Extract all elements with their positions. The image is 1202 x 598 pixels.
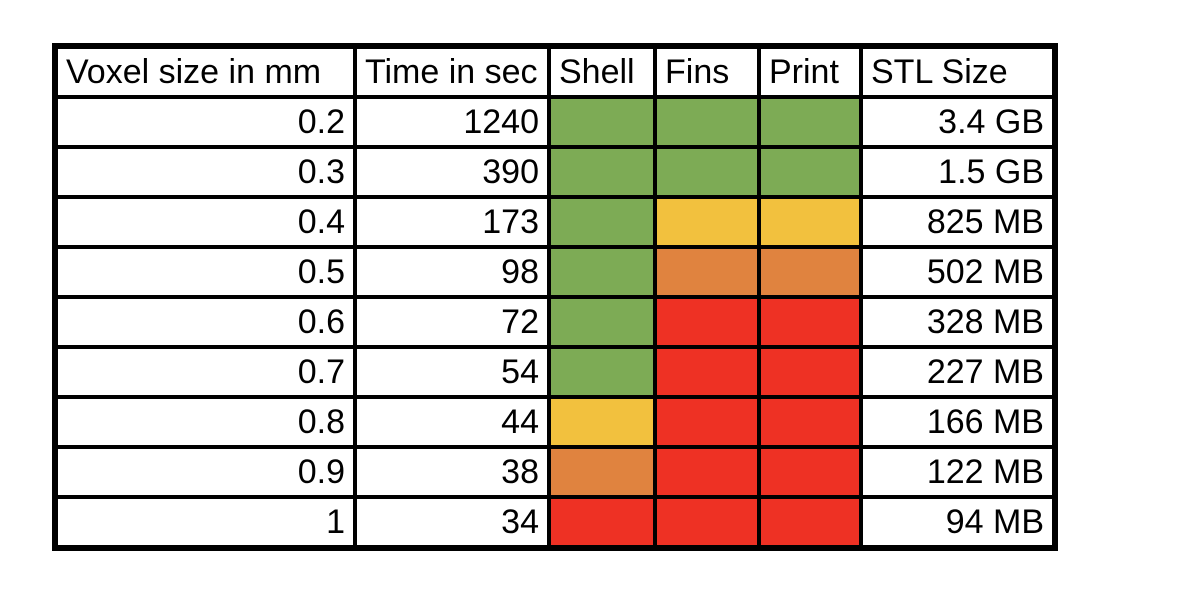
table-row: 0.6 72 328 MB	[53, 295, 1057, 349]
stl-size-cell: 502 MB	[859, 245, 1057, 299]
voxel-size-cell: 0.7	[53, 345, 357, 399]
stl-size-cell: 328 MB	[859, 295, 1057, 349]
shell-status-cell	[547, 345, 657, 399]
voxel-size-cell: 0.3	[53, 145, 357, 199]
table-row: 1 34 94 MB	[53, 495, 1057, 550]
column-header-time-sec: Time in sec	[353, 44, 551, 99]
table-row: 0.8 44 166 MB	[53, 395, 1057, 449]
table-row: 0.5 98 502 MB	[53, 245, 1057, 299]
shell-status-cell	[547, 495, 657, 550]
fins-status-cell	[653, 245, 761, 299]
voxel-comparison-table: Voxel size in mm Time in sec Shell Fins Prin…	[52, 43, 1058, 551]
time-sec-cell: 34	[353, 495, 551, 550]
time-sec-cell: 1240	[353, 95, 551, 149]
voxel-size-cell: 0.5	[53, 245, 357, 299]
fins-status-cell	[653, 345, 761, 399]
print-status-cell	[757, 395, 863, 449]
print-status-cell	[757, 345, 863, 399]
stl-size-cell: 122 MB	[859, 445, 1057, 499]
column-header-print: Print	[757, 44, 863, 99]
print-status-cell	[757, 445, 863, 499]
stl-size-cell: 94 MB	[859, 495, 1057, 550]
shell-status-cell	[547, 295, 657, 349]
time-sec-cell: 390	[353, 145, 551, 199]
voxel-size-cell: 0.9	[53, 445, 357, 499]
voxel-size-cell: 0.8	[53, 395, 357, 449]
fins-status-cell	[653, 95, 761, 149]
table-row: 0.9 38 122 MB	[53, 445, 1057, 499]
print-status-cell	[757, 195, 863, 249]
column-header-fins: Fins	[653, 44, 761, 99]
voxel-size-cell: 1	[53, 495, 357, 550]
time-sec-cell: 98	[353, 245, 551, 299]
table-row: 0.7 54 227 MB	[53, 345, 1057, 399]
fins-status-cell	[653, 295, 761, 349]
fins-status-cell	[653, 145, 761, 199]
print-status-cell	[757, 245, 863, 299]
shell-status-cell	[547, 245, 657, 299]
voxel-size-cell: 0.4	[53, 195, 357, 249]
stl-size-cell: 227 MB	[859, 345, 1057, 399]
time-sec-cell: 54	[353, 345, 551, 399]
shell-status-cell	[547, 395, 657, 449]
header-row: Voxel size in mm Time in sec Shell Fins Prin…	[53, 44, 1057, 99]
table-body: 0.2 1240 3.4 GB 0.3 390 1.5 GB 0.4 173 825 MB 0.5…	[53, 95, 1057, 550]
time-sec-cell: 44	[353, 395, 551, 449]
time-sec-cell: 38	[353, 445, 551, 499]
fins-status-cell	[653, 445, 761, 499]
fins-status-cell	[653, 495, 761, 550]
time-sec-cell: 72	[353, 295, 551, 349]
voxel-comparison-table-container: Voxel size in mm Time in sec Shell Fins Prin…	[52, 43, 1058, 551]
shell-status-cell	[547, 445, 657, 499]
table-row: 0.2 1240 3.4 GB	[53, 95, 1057, 149]
voxel-size-cell: 0.2	[53, 95, 357, 149]
shell-status-cell	[547, 145, 657, 199]
stl-size-cell: 166 MB	[859, 395, 1057, 449]
stl-size-cell: 1.5 GB	[859, 145, 1057, 199]
print-status-cell	[757, 145, 863, 199]
voxel-size-cell: 0.6	[53, 295, 357, 349]
table-row: 0.3 390 1.5 GB	[53, 145, 1057, 199]
print-status-cell	[757, 95, 863, 149]
print-status-cell	[757, 495, 863, 550]
stl-size-cell: 825 MB	[859, 195, 1057, 249]
column-header-stl-size: STL Size	[859, 44, 1057, 99]
shell-status-cell	[547, 95, 657, 149]
column-header-shell: Shell	[547, 44, 657, 99]
shell-status-cell	[547, 195, 657, 249]
time-sec-cell: 173	[353, 195, 551, 249]
column-header-voxel-size: Voxel size in mm	[53, 44, 357, 99]
fins-status-cell	[653, 195, 761, 249]
table-row: 0.4 173 825 MB	[53, 195, 1057, 249]
stl-size-cell: 3.4 GB	[859, 95, 1057, 149]
print-status-cell	[757, 295, 863, 349]
fins-status-cell	[653, 395, 761, 449]
